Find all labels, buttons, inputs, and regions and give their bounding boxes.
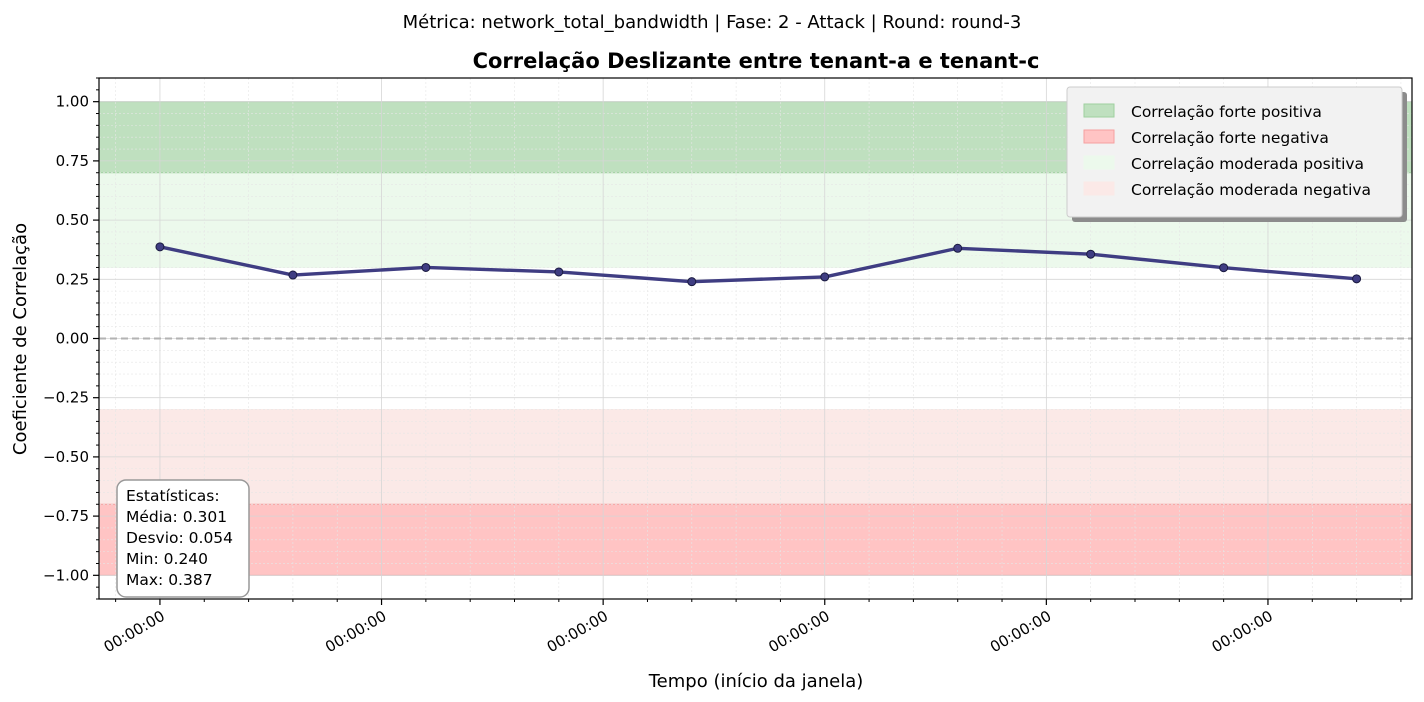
y-tick-label: 0.25 <box>56 270 89 288</box>
y-tick-label: 0.75 <box>56 152 89 170</box>
data-point <box>953 243 963 253</box>
data-point <box>288 270 298 280</box>
y-tick-label: −0.50 <box>43 448 89 466</box>
data-point <box>687 277 697 287</box>
data-point <box>1352 274 1362 284</box>
y-axis-label: Coeficiente de Correlação <box>10 223 31 455</box>
stats-box: Estatísticas: Média: 0.301 Desvio: 0.054… <box>116 479 250 598</box>
stats-title: Estatísticas: <box>126 487 220 505</box>
data-point <box>820 272 830 282</box>
y-tick-label: 1.00 <box>56 93 89 111</box>
stats-min: Min: 0.240 <box>126 550 208 568</box>
y-tick-label: −0.25 <box>43 389 89 407</box>
stats-max: Max: 0.387 <box>126 571 213 589</box>
legend: Correlação forte positiva Correlação fort… <box>1066 86 1407 222</box>
legend-swatch-0 <box>1083 103 1115 118</box>
data-point <box>421 262 431 272</box>
legend-label-0: Correlação forte positiva <box>1131 103 1322 121</box>
data-point <box>1086 249 1096 259</box>
legend-items: Correlação forte positiva Correlação fort… <box>1083 103 1371 199</box>
y-tick-label: 0.50 <box>56 211 89 229</box>
legend-box <box>1066 86 1403 218</box>
chart-title: Correlação Deslizante entre tenant-a e t… <box>473 49 1040 73</box>
legend-label-3: Correlação moderada negativa <box>1131 181 1371 199</box>
legend-swatch-3 <box>1083 181 1115 196</box>
y-tick-label: −1.00 <box>43 566 89 584</box>
chart-suptitle: Métrica: network_total_bandwidth | Fase:… <box>403 12 1022 33</box>
legend-swatch-2 <box>1083 155 1115 170</box>
legend-label-2: Correlação moderada positiva <box>1131 155 1364 173</box>
series-line <box>159 245 1357 284</box>
stats-std: Desvio: 0.054 <box>126 529 233 547</box>
legend-label-1: Correlação forte negativa <box>1131 129 1329 147</box>
legend-swatch-1 <box>1083 129 1115 144</box>
data-point <box>1219 263 1229 273</box>
data-point <box>155 242 165 252</box>
series-correlation <box>155 242 1362 287</box>
y-tick-label: −0.75 <box>43 507 89 525</box>
y-tick-label: 0.00 <box>56 330 89 348</box>
stats-box-frame <box>116 479 250 598</box>
stats-mean: Média: 0.301 <box>126 508 227 526</box>
data-point <box>554 267 564 277</box>
x-axis-label: Tempo (início da janela) <box>648 671 864 692</box>
